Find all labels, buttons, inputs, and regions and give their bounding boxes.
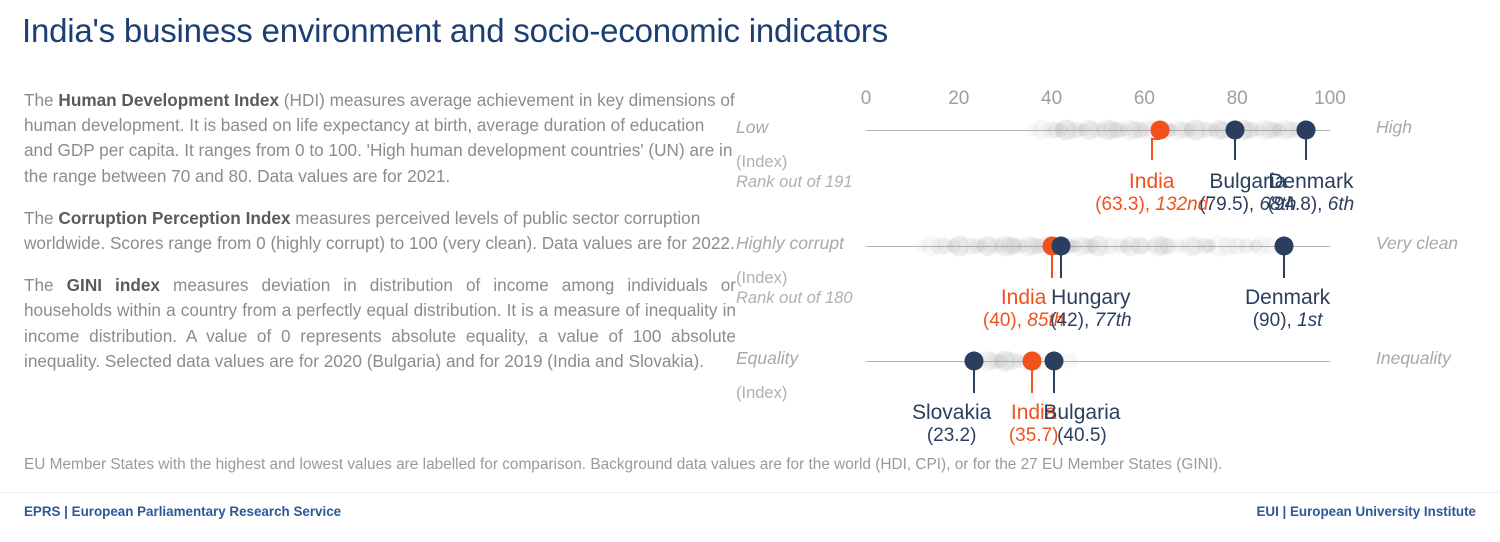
callout-gini-bulgaria: Bulgaria (40.5) xyxy=(1043,401,1120,447)
callout-country: Denmark xyxy=(1244,286,1331,309)
leader-line xyxy=(1050,254,1053,278)
callout-cpi-india: India (40), 85th xyxy=(983,286,1064,332)
paragraph-cpi-body: measures perceived levels of public sect… xyxy=(24,207,735,253)
paragraph-gini: The GINI index measures deviation in dis… xyxy=(24,273,736,374)
callout-value: (63.3), 132nd xyxy=(1095,193,1209,215)
row-unit-block-gini: (Index) xyxy=(736,383,876,403)
callout-country: Hungary xyxy=(1051,286,1131,309)
callout-country: Denmark xyxy=(1268,170,1354,193)
data-point-hdi-india[interactable] xyxy=(1150,120,1170,140)
paragraph-hdi-lead: The xyxy=(24,90,59,110)
callout-cpi-hungary: Hungary (42), 77th xyxy=(1050,286,1131,332)
callout-country: India xyxy=(1128,170,1175,193)
data-point-hdi-bulgaria[interactable] xyxy=(1225,120,1245,140)
row-unit-block-cpi: (Index) Rank out of 180 xyxy=(736,268,876,308)
callout-value: (40), 85th xyxy=(982,309,1065,331)
callout-value: (23.2) xyxy=(926,424,977,446)
callout-value: (90), 1st xyxy=(1252,309,1323,331)
callout-value: (94.8), 6th xyxy=(1267,193,1355,215)
data-point-gini-bulgaria[interactable] xyxy=(1044,351,1064,371)
axis-tick-20: 20 xyxy=(948,88,970,109)
paragraph-gini-lead: The xyxy=(24,275,67,296)
leader-line xyxy=(1052,369,1055,393)
row-unit-block-hdi: (Index) Rank out of 191 xyxy=(736,152,876,192)
row-rank-label: Rank out of 191 xyxy=(736,173,853,192)
callout-hdi-bulgaria: Bulgaria (79.5), 68th xyxy=(1199,170,1296,216)
data-point-cpi-hungary[interactable] xyxy=(1051,236,1071,256)
data-point-hdi-denmark[interactable] xyxy=(1296,120,1316,140)
callout-gini-slovakia: Slovakia (23.2) xyxy=(912,401,991,447)
axis-tick-40: 40 xyxy=(1041,88,1063,109)
axis-line-hdi xyxy=(866,130,1330,131)
callout-country: Slovakia xyxy=(911,401,992,424)
callout-value: (40.5) xyxy=(1057,424,1107,446)
axis-tick-0: 0 xyxy=(860,88,872,109)
paragraph-hdi-body: (HDI) measures average achievement in ke… xyxy=(24,90,735,186)
paragraph-cpi-lead: The xyxy=(24,207,59,228)
footer-eui: EUI | European University Institute xyxy=(1256,504,1476,519)
row-left-label-hdi: Low xyxy=(736,117,856,138)
callout-value: (42), 77th xyxy=(1050,309,1132,331)
paragraph-hdi-term: Human Development Index xyxy=(58,90,280,110)
row-left-label-text: Highly corrupt xyxy=(736,233,844,253)
callout-rank: 132nd xyxy=(1155,193,1209,215)
callout-country: Bulgaria xyxy=(1043,401,1121,424)
row-unit-label: (Index) xyxy=(736,153,788,171)
paragraph-cpi-term: Corruption Perception Index xyxy=(58,207,291,228)
indicator-chart: 0 20 40 60 80 100 Low High (Index) Rank out of 19… xyxy=(736,80,1486,450)
callout-hdi-denmark: Denmark (94.8), 6th xyxy=(1268,170,1355,216)
row-right-label-cpi: Very clean xyxy=(1376,233,1500,254)
callout-rank: 85th xyxy=(1027,309,1065,331)
callout-rank: 68th xyxy=(1259,193,1297,215)
row-right-label-text: Very clean xyxy=(1376,233,1459,253)
callout-rank: 6th xyxy=(1327,193,1355,215)
row-left-label-gini: Equality xyxy=(736,348,856,369)
footer-bar: EPRS | European Parliamentary Research S… xyxy=(0,492,1500,542)
callout-value: (79.5), 68th xyxy=(1199,193,1297,215)
callout-value: (35.7) xyxy=(1008,424,1059,446)
paragraph-cpi: The Corruption Perception Index measures… xyxy=(24,206,736,256)
row-rank-label: Rank out of 180 xyxy=(736,289,853,308)
data-point-cpi-denmark[interactable] xyxy=(1274,236,1294,256)
axis-tick-80: 80 xyxy=(1226,88,1248,109)
callout-country: India xyxy=(1010,401,1057,424)
axis-line-cpi xyxy=(866,246,1330,247)
callout-rank: 1st xyxy=(1297,309,1323,331)
leader-line xyxy=(972,369,975,393)
leader-line xyxy=(1059,254,1062,278)
leader-line xyxy=(1304,138,1307,160)
callout-cpi-denmark: Denmark (90), 1st xyxy=(1245,286,1330,332)
callout-country: Bulgaria xyxy=(1209,170,1287,193)
row-unit-label: (Index) xyxy=(736,384,788,402)
data-point-gini-slovakia[interactable] xyxy=(964,351,984,371)
leader-line xyxy=(1030,369,1033,393)
paragraph-gini-body: measures deviation in distribution of in… xyxy=(24,275,736,371)
row-left-label-text: Equality xyxy=(736,348,799,368)
row-right-label-text: High xyxy=(1376,117,1412,137)
paragraph-gini-term: GINI index xyxy=(66,275,160,296)
page-title: India's business environment and socio-e… xyxy=(22,12,888,49)
paragraph-hdi: The Human Development Index (HDI) measur… xyxy=(24,88,736,189)
chart-note: EU Member States with the highest and lo… xyxy=(24,456,1223,473)
row-left-label-cpi: Highly corrupt xyxy=(736,233,856,254)
callout-country: India xyxy=(1000,286,1047,309)
leader-line xyxy=(1150,138,1153,160)
callout-rank: 77th xyxy=(1094,309,1132,331)
description-column: The Human Development Index (HDI) measur… xyxy=(24,88,736,391)
leader-line xyxy=(1233,138,1236,160)
leader-line xyxy=(1282,254,1285,278)
data-point-gini-india[interactable] xyxy=(1022,351,1042,371)
row-unit-label: (Index) xyxy=(736,269,788,287)
axis-tick-60: 60 xyxy=(1133,88,1155,109)
callout-gini-india: India (35.7) xyxy=(1009,401,1059,447)
row-right-label-hdi: High xyxy=(1376,117,1500,138)
axis-tick-100: 100 xyxy=(1314,88,1346,109)
row-right-label-gini: Inequality xyxy=(1376,348,1500,369)
axis-line-gini xyxy=(866,361,1330,362)
row-left-label-text: Low xyxy=(736,117,769,137)
callout-hdi-india: India (63.3), 132nd xyxy=(1095,170,1208,216)
footer-eprs: EPRS | European Parliamentary Research S… xyxy=(24,504,342,519)
row-right-label-text: Inequality xyxy=(1376,348,1451,368)
